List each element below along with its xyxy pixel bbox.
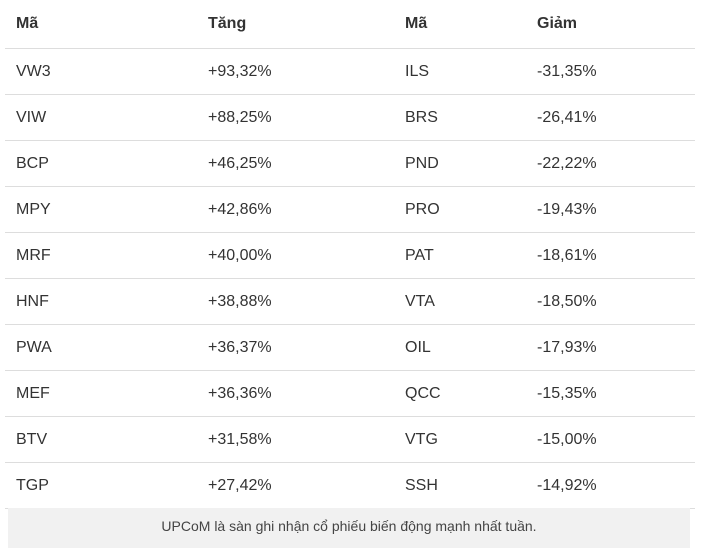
- table-cell: VTG: [394, 416, 526, 463]
- table-cell: PND: [394, 140, 526, 187]
- header-cell: Tăng: [197, 0, 394, 49]
- table-cell: HNF: [5, 278, 197, 325]
- table-row: MEF +36,36% QCC -15,35%: [5, 370, 695, 417]
- table-cell: +31,58%: [197, 416, 394, 463]
- table-row: BCP +46,25% PND -22,22%: [5, 140, 695, 187]
- header-row: Mã Tăng Mã Giảm: [5, 0, 695, 49]
- table-cell: MRF: [5, 232, 197, 279]
- table-cell: +36,37%: [197, 324, 394, 371]
- table-cell: TGP: [5, 462, 197, 509]
- table-row: BTV +31,58% VTG -15,00%: [5, 416, 695, 463]
- table-cell: -14,92%: [526, 462, 695, 509]
- stock-table: Mã Tăng Mã Giảm VW3 +93,32% ILS -31,35% VIW +88,…: [5, 0, 695, 509]
- table-cell: -26,41%: [526, 94, 695, 141]
- table-row: MRF +40,00% PAT -18,61%: [5, 232, 695, 279]
- table-cell: +88,25%: [197, 94, 394, 141]
- table-row: MPY +42,86% PRO -19,43%: [5, 186, 695, 233]
- table-cell: +40,00%: [197, 232, 394, 279]
- table-body: VW3 +93,32% ILS -31,35% VIW +88,25% BRS -26,41%…: [5, 48, 695, 509]
- table-row: VW3 +93,32% ILS -31,35%: [5, 48, 695, 95]
- table-cell: BCP: [5, 140, 197, 187]
- table-cell: -17,93%: [526, 324, 695, 371]
- table-row: VIW +88,25% BRS -26,41%: [5, 94, 695, 141]
- table-cell: QCC: [394, 370, 526, 417]
- table-cell: +46,25%: [197, 140, 394, 187]
- table-cell: SSH: [394, 462, 526, 509]
- table-cell: MEF: [5, 370, 197, 417]
- table-cell: VIW: [5, 94, 197, 141]
- table-cell: -18,61%: [526, 232, 695, 279]
- header-cell: Mã: [394, 0, 526, 49]
- table-cell: +27,42%: [197, 462, 394, 509]
- table-cell: -15,00%: [526, 416, 695, 463]
- table-cell: VTA: [394, 278, 526, 325]
- table-cell: -22,22%: [526, 140, 695, 187]
- table-cell: +93,32%: [197, 48, 394, 95]
- table-cell: MPY: [5, 186, 197, 233]
- caption: UPCoM là sàn ghi nhận cổ phiếu biến động…: [8, 508, 690, 548]
- header-cell: Giảm: [526, 0, 695, 49]
- table-cell: -18,50%: [526, 278, 695, 325]
- table-cell: -31,35%: [526, 48, 695, 95]
- table-cell: +36,36%: [197, 370, 394, 417]
- table-cell: -15,35%: [526, 370, 695, 417]
- table-cell: ILS: [394, 48, 526, 95]
- table-cell: PWA: [5, 324, 197, 371]
- table-cell: BTV: [5, 416, 197, 463]
- table-cell: PAT: [394, 232, 526, 279]
- table-row: HNF +38,88% VTA -18,50%: [5, 278, 695, 325]
- table-cell: +38,88%: [197, 278, 394, 325]
- table-cell: PRO: [394, 186, 526, 233]
- table-row: TGP +27,42% SSH -14,92%: [5, 462, 695, 509]
- table-row: PWA +36,37% OIL -17,93%: [5, 324, 695, 371]
- table-cell: VW3: [5, 48, 197, 95]
- table-cell: -19,43%: [526, 186, 695, 233]
- table-cell: OIL: [394, 324, 526, 371]
- header-cell: Mã: [5, 0, 197, 49]
- table-cell: +42,86%: [197, 186, 394, 233]
- table-cell: BRS: [394, 94, 526, 141]
- table-container: Mã Tăng Mã Giảm VW3 +93,32% ILS -31,35% VIW +88,…: [5, 0, 695, 509]
